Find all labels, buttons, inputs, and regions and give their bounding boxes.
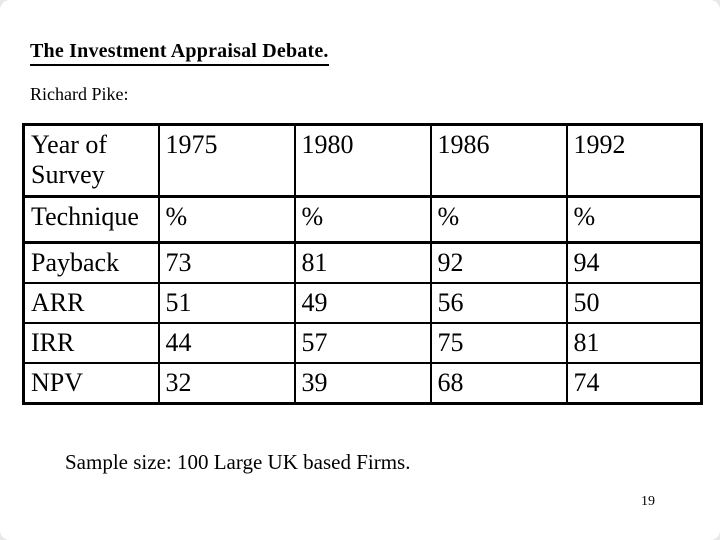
page-title-text: The Investment Appraisal Debate. [30,40,329,66]
value-cell: 44 [157,321,296,364]
value-cell: 49 [293,281,432,324]
value-cell: 74 [565,361,703,405]
value-cell: 94 [565,241,703,284]
table-row-irr: IRR 44 57 75 81 [22,321,703,364]
row-label-arr: ARR [22,281,160,324]
year-header-1986: 1986 [429,123,568,198]
page-title: The Investment Appraisal Debate. [30,40,329,66]
corner-cell-technique: Technique [22,195,160,244]
year-header-1992: 1992 [565,123,703,198]
table-row-technique-units: Technique % % % % [22,195,703,244]
value-cell: 81 [293,241,432,284]
value-cell: 68 [429,361,568,405]
slide-subtitle: Richard Pike: [30,84,129,104]
value-cell: 39 [293,361,432,405]
value-cell: 32 [157,361,296,405]
table-row-arr: ARR 51 49 56 50 [22,281,703,324]
value-cell: 57 [293,321,432,364]
unit-cell: % [429,195,568,244]
row-label-npv: NPV [22,361,160,405]
row-label-irr: IRR [22,321,160,364]
value-cell: 51 [157,281,296,324]
table-row-npv: NPV 32 39 68 74 [22,361,703,405]
unit-cell: % [293,195,432,244]
value-cell: 50 [565,281,703,324]
table-row-payback: Payback 73 81 92 94 [22,241,703,284]
sample-size-note: Sample size: 100 Large UK based Firms. [65,450,411,474]
year-header-1975: 1975 [157,123,296,198]
survey-results-table: Year of Survey 1975 1980 1986 1992 Techn… [22,123,703,405]
year-header-1980: 1980 [293,123,432,198]
corner-cell-year-of-survey: Year of Survey [22,123,160,198]
value-cell: 73 [157,241,296,284]
value-cell: 75 [429,321,568,364]
row-label-payback: Payback [22,241,160,284]
unit-cell: % [157,195,296,244]
value-cell: 81 [565,321,703,364]
page-number: 19 [641,494,655,509]
unit-cell: % [565,195,703,244]
table-row-year-headers: Year of Survey 1975 1980 1986 1992 [22,123,703,198]
value-cell: 92 [429,241,568,284]
value-cell: 56 [429,281,568,324]
